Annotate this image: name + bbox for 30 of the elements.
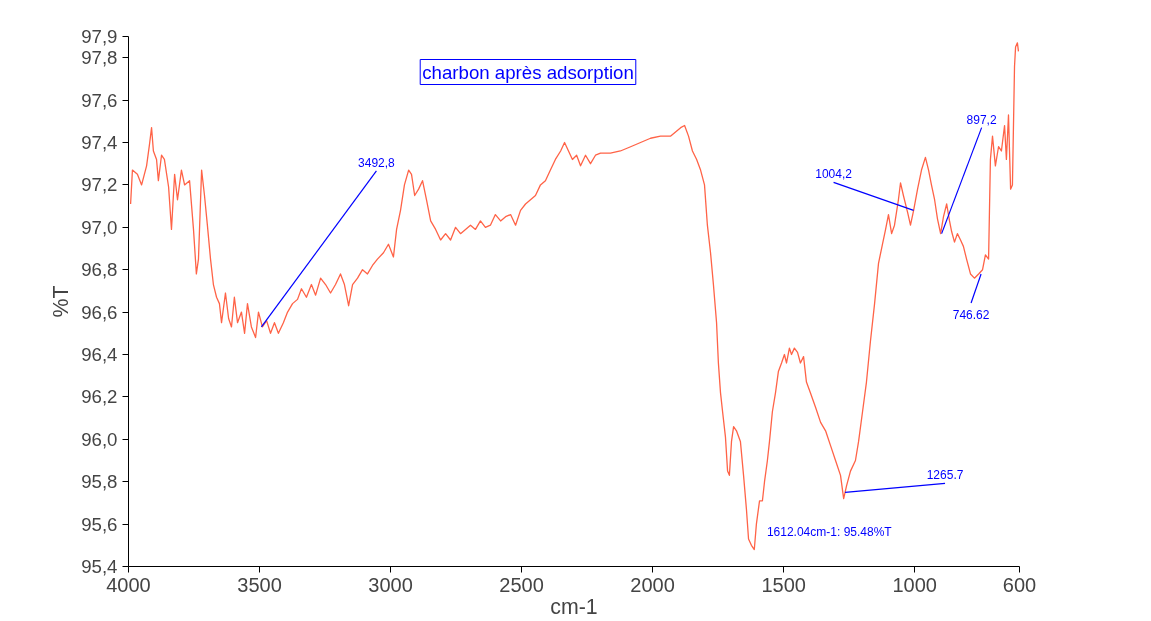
y-tick-label: 97,2 bbox=[81, 174, 118, 196]
y-tick-label: 96,8 bbox=[81, 259, 118, 281]
annotation: 1265.7 bbox=[926, 468, 964, 483]
line-series bbox=[129, 42, 1020, 551]
y-axis-title: %T bbox=[49, 285, 74, 318]
annotation: 1004,2 bbox=[815, 167, 853, 182]
annotation: 897,2 bbox=[966, 112, 997, 127]
x-tick-label: 2500 bbox=[499, 573, 544, 596]
x-tick-label: 600 bbox=[1002, 573, 1037, 596]
y-tick-label: 97,9 bbox=[81, 26, 118, 47]
annotation: 746.62 bbox=[952, 307, 990, 322]
x-tick-label: 1000 bbox=[892, 573, 937, 596]
y-tick-label: 97,4 bbox=[81, 132, 118, 153]
y-tick-label: 95,8 bbox=[81, 471, 118, 493]
y-tick-label: 97,8 bbox=[81, 47, 118, 69]
y-tick-label: 97,0 bbox=[81, 216, 118, 238]
y-tick-label: 96,4 bbox=[81, 344, 118, 365]
x-axis-title: cm-1 bbox=[550, 594, 598, 619]
annotation: 3492,8 bbox=[358, 155, 396, 170]
y-tick-label: 96,2 bbox=[81, 386, 118, 408]
x-tick-label: 3500 bbox=[237, 573, 282, 596]
annotation: 1612.04cm-1: 95.48%T bbox=[766, 524, 893, 539]
y-tick-label: 95,6 bbox=[81, 513, 118, 535]
x-tick-label: 2000 bbox=[630, 573, 675, 596]
y-tick-label: 97,6 bbox=[81, 89, 118, 111]
annotation: charbon après adsorption bbox=[422, 61, 634, 83]
y-tick-label: 96,6 bbox=[81, 301, 118, 323]
y-tick-label: 96,0 bbox=[81, 428, 118, 450]
x-tick-label: 1500 bbox=[761, 573, 806, 596]
x-tick-label: 3000 bbox=[368, 573, 413, 596]
